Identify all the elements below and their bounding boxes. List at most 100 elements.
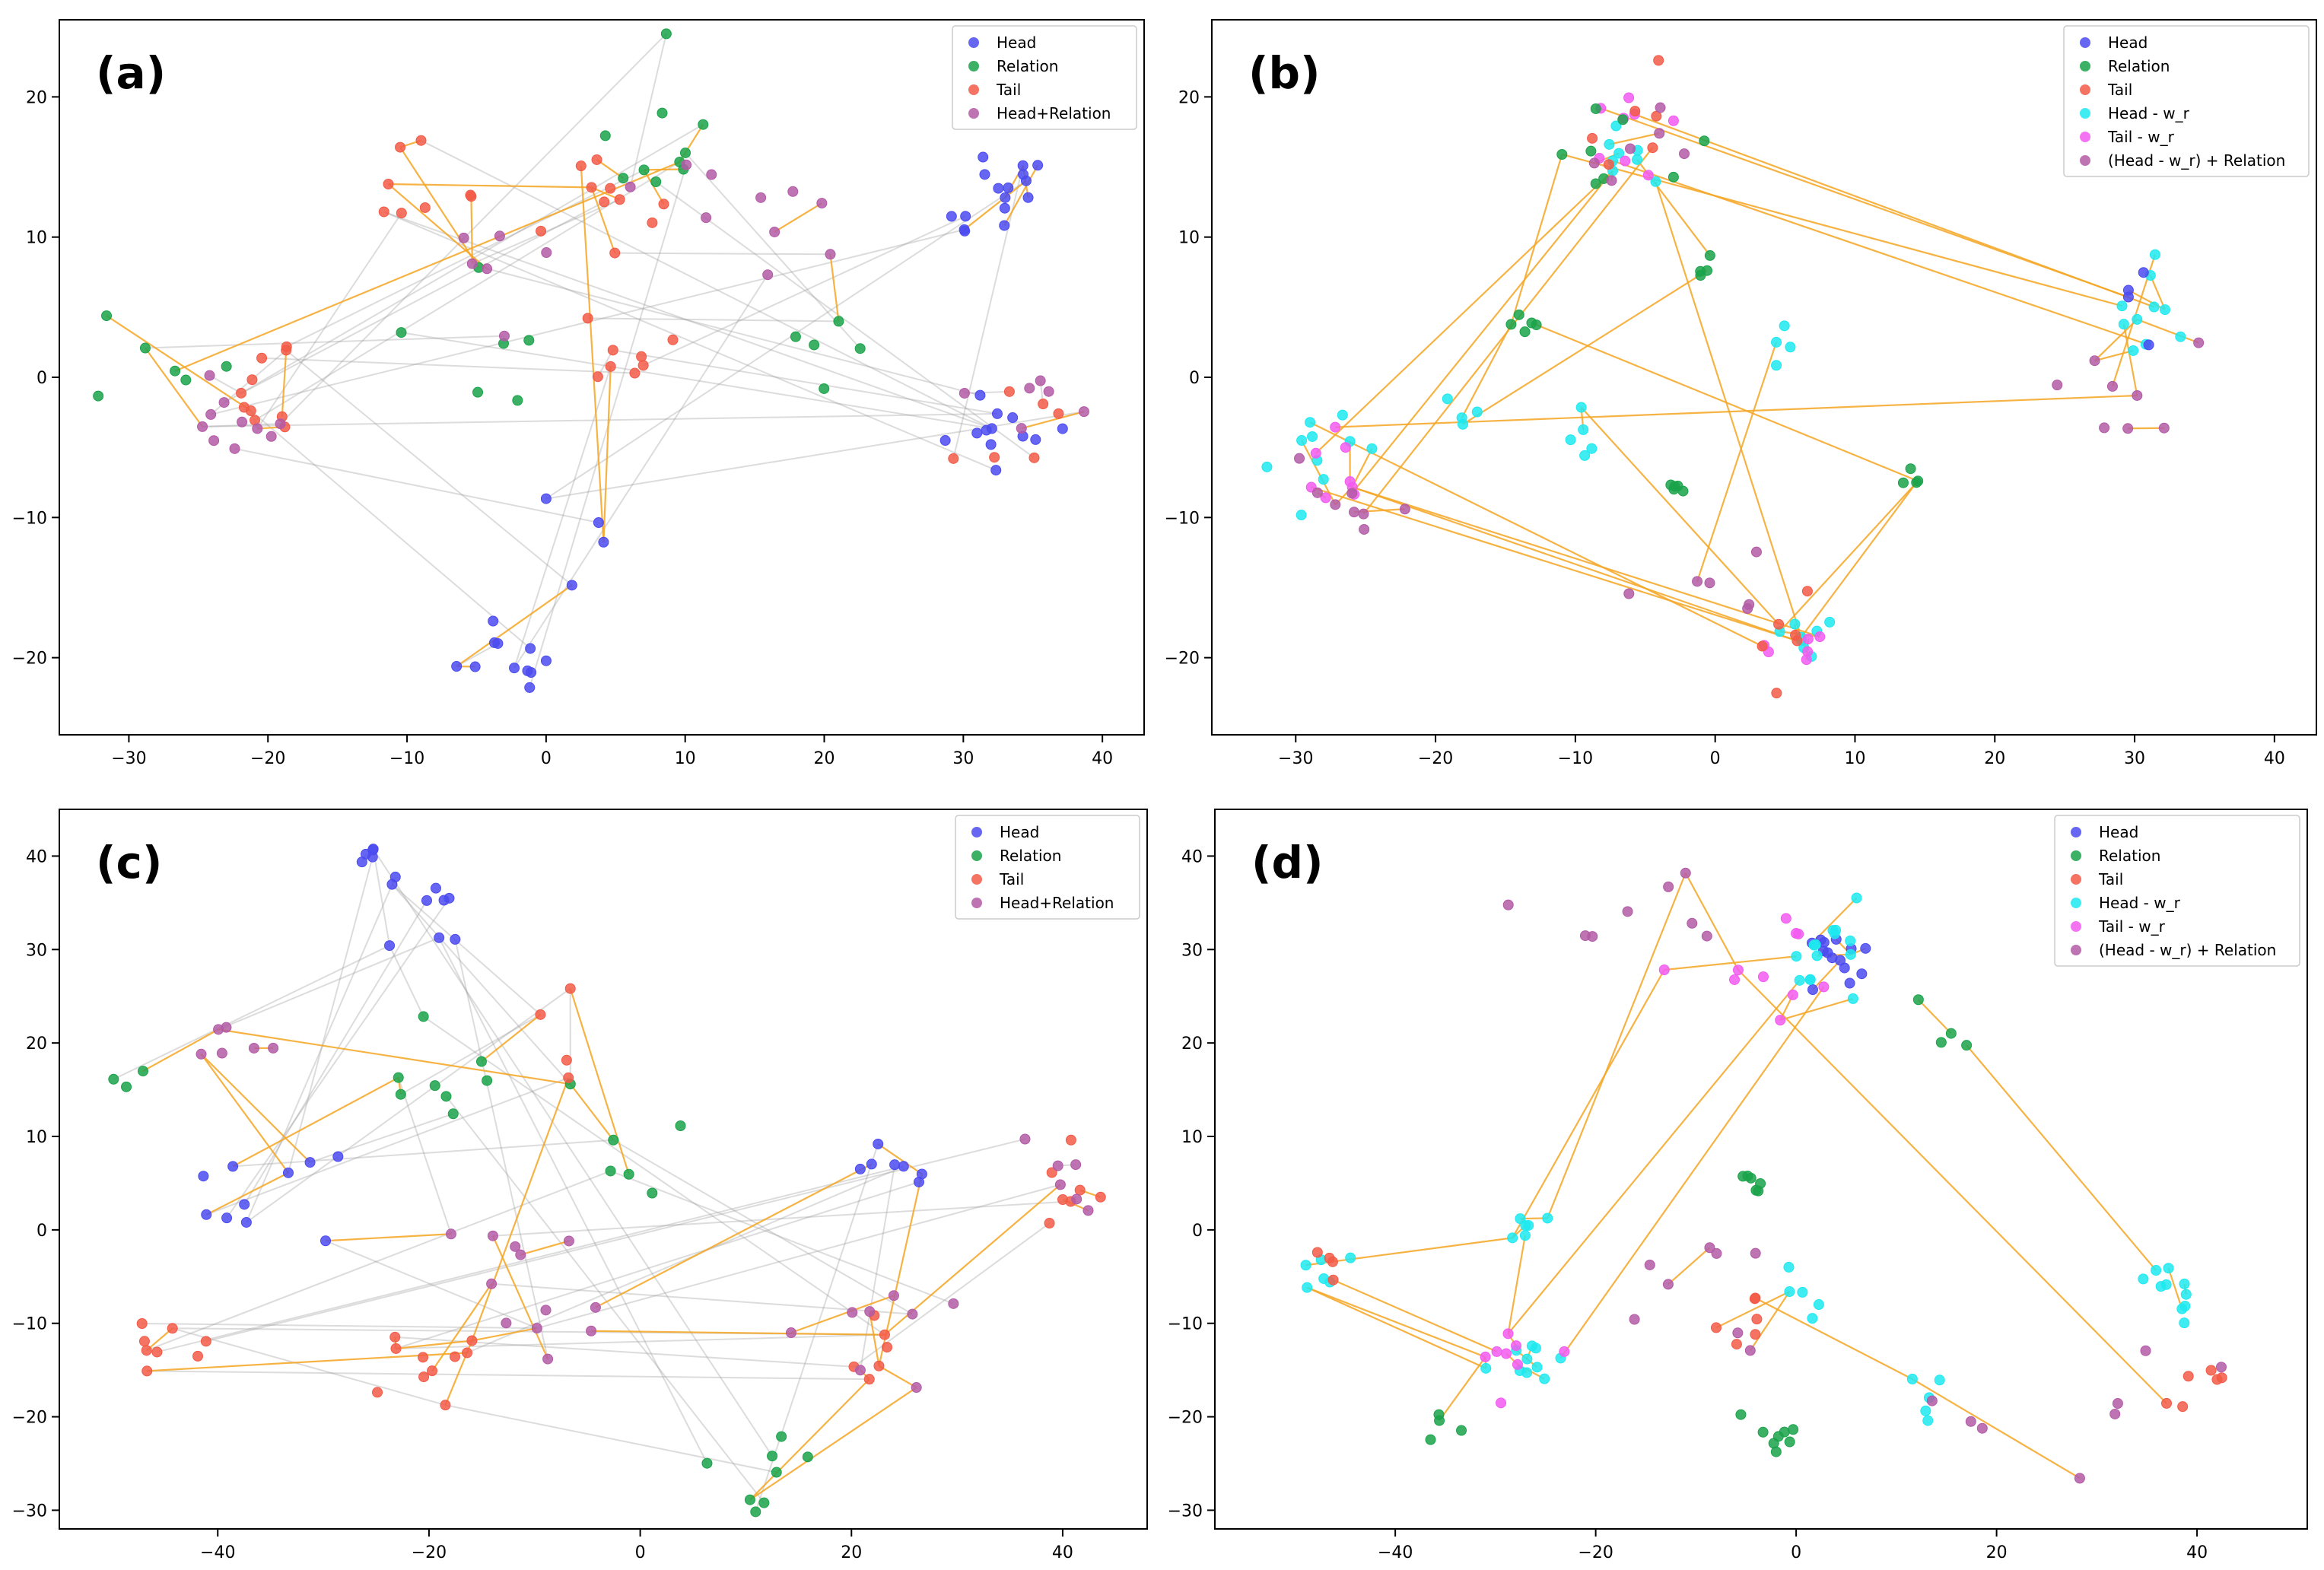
data-point [1945,1028,1957,1039]
gray-link [396,1333,885,1349]
data-point [999,202,1010,214]
data-point [2148,301,2160,313]
legend-label: Tail [996,81,1021,99]
orange-link [963,180,1027,230]
data-point [1542,1212,1553,1224]
data-point [1480,1351,1491,1362]
data-point [458,232,469,243]
data-point [1965,1416,1976,1427]
data-point [540,655,552,666]
orange-link [749,1387,917,1501]
data-point [1784,1436,1795,1448]
x-tick-label: −40 [1378,1543,1413,1562]
data-point [1586,443,1598,454]
data-point [599,196,610,208]
data-point [864,1306,876,1317]
data-point [108,1073,119,1085]
data-point [248,1042,259,1054]
legend-label: Relation [2108,57,2170,75]
data-point [1926,1395,1938,1406]
data-point [1920,1405,1931,1416]
data-point [282,1167,294,1178]
data-point [1330,499,1341,510]
orange-link [790,1295,895,1334]
data-point [138,1336,150,1347]
data-point [372,1387,383,1398]
data-point [1906,1374,1918,1385]
data-point [1296,510,1307,521]
data-point [1704,1242,1715,1254]
y-tick-label: −30 [1168,1502,1203,1521]
y-tick-label: −10 [1165,509,1200,528]
data-point [466,191,477,202]
data-point [1732,965,1744,976]
data-point [1345,1252,1356,1263]
y-tick-label: 40 [1181,847,1203,866]
data-point [1556,148,1568,160]
data-point [816,198,828,209]
orange-link [749,1378,870,1501]
data-point [1620,155,1631,167]
y-tick-label: 20 [1181,1034,1203,1054]
data-point [1770,1446,1782,1457]
legend-marker [2071,921,2081,932]
panel-d: −40 −20 0 20 40 −30 −20 −10 0 10 20 30 40 (d) Head Rela… [1168,809,2308,1562]
data-point [418,1352,429,1363]
data-point [522,665,533,676]
data-point [1491,1346,1502,1357]
data-point [854,1365,866,1376]
y-tick-label: 0 [1192,1222,1203,1241]
gray-link [285,349,573,586]
panel-b: −30 −20 −10 0 10 20 30 40 −20 −10 0 10 20 (b) Head Rela… [1165,19,2317,768]
y-tick-label: 10 [26,229,47,248]
data-point [1502,899,1514,911]
orange-link [829,254,840,322]
data-point [911,1382,922,1394]
legend-label: Relation [997,57,1058,75]
data-point [1302,1282,1313,1293]
y-tick-label: −30 [12,1502,47,1521]
data-point [2158,422,2170,434]
data-point [1911,477,1922,488]
data-point [1735,1409,1747,1420]
data-point [1711,1247,1722,1259]
gray-link [279,33,667,424]
data-point [701,212,712,224]
data-point [1095,1191,1106,1203]
data-point [991,408,1003,419]
orange-link [388,183,592,189]
data-point [607,345,618,356]
data-point [1665,479,1677,491]
orange-link [1779,480,1919,633]
orange-link [145,1327,173,1352]
data-point [1022,192,1034,203]
orange-link [200,1054,311,1163]
orange-link [1351,170,1613,494]
data-point [1771,688,1782,699]
data-point [586,1325,597,1336]
data-point [907,1308,918,1320]
data-point [854,343,866,354]
data-point [1750,1247,1761,1259]
data-point [2143,339,2154,351]
orange-link [1306,1286,1486,1358]
x-tick-label: −20 [250,749,285,768]
data-point [771,1467,782,1478]
data-point [564,983,576,994]
orange-link [1306,1286,1486,1369]
data-point [1032,160,1044,171]
data-point [863,1374,875,1385]
link-layer [106,33,1085,688]
data-point [2179,1278,2190,1289]
data-point [563,1072,574,1083]
legend-label: Head - w_r [2108,104,2190,122]
gray-link [233,1139,614,1168]
gray-link [401,332,993,430]
data-point [1905,463,1916,475]
data-point [139,342,151,354]
data-point [819,383,830,394]
orange-link [1311,486,1798,642]
data-point [1655,102,1666,113]
data-point [227,1161,239,1172]
data-point [1822,947,1833,958]
